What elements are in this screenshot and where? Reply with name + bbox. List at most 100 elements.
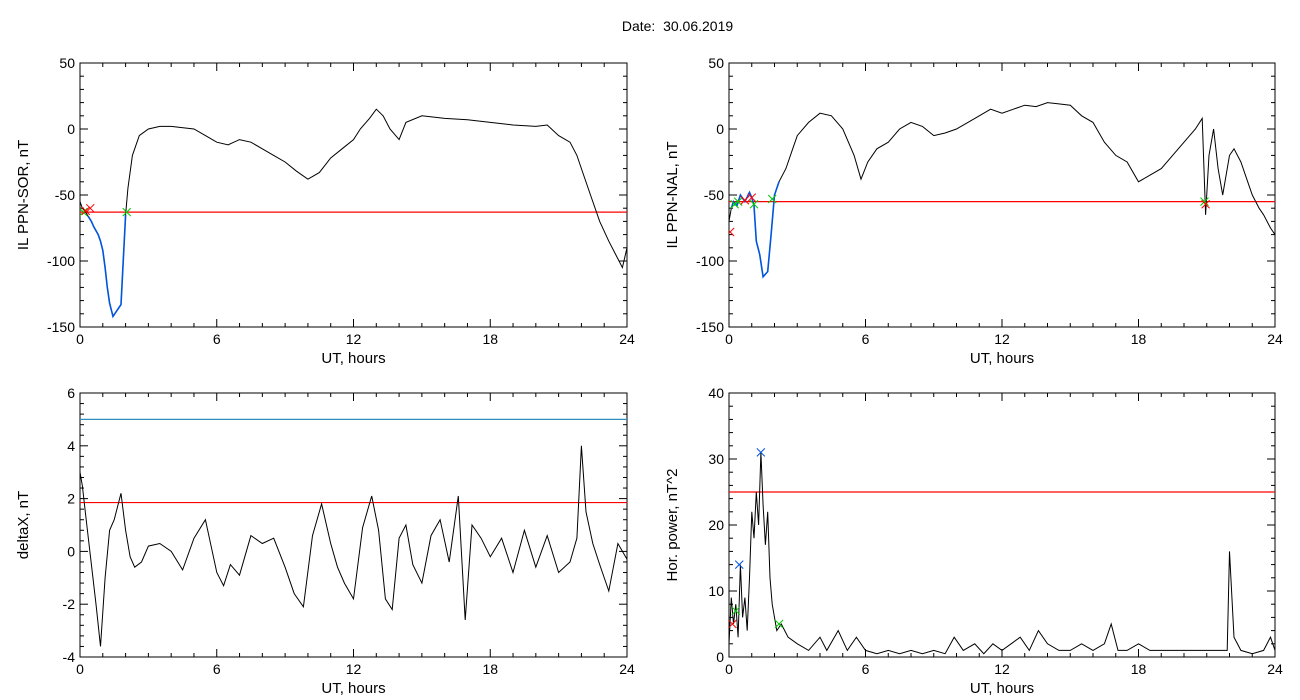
- event-marker: [80, 207, 88, 217]
- x-tick-label: 24: [1267, 661, 1283, 677]
- x-tick-label: 6: [213, 331, 221, 347]
- x-tick-label: 18: [482, 331, 498, 347]
- y-tick-label: -4: [63, 649, 76, 665]
- x-tick-label: 6: [213, 661, 221, 677]
- x-tick-label: 12: [346, 331, 362, 347]
- plot-frame: [79, 62, 628, 328]
- marker-stroke: [122, 207, 132, 217]
- x-tick-label: 18: [1131, 331, 1147, 347]
- x-tick-label: 0: [76, 661, 84, 677]
- data-series-line: [80, 445, 627, 647]
- x-tick-label: 0: [725, 661, 733, 677]
- date-prefix: Date:: [621, 18, 656, 34]
- x-tick-label: 0: [725, 331, 733, 347]
- data-series-line: [729, 452, 1275, 655]
- plot-area: [80, 418, 627, 647]
- marker-stroke: [730, 199, 740, 209]
- x-tick-label: 6: [862, 331, 870, 347]
- data-series-line: [80, 108, 627, 318]
- event-marker: [1201, 199, 1210, 209]
- y-axis-label: Hor. power, nT^2: [664, 469, 681, 582]
- x-tick-label: 24: [619, 331, 635, 347]
- marker-stroke: [729, 619, 737, 629]
- y-tick-label: -50: [55, 187, 75, 203]
- date-value: 30.06.2019: [663, 18, 734, 34]
- x-tick-label: 12: [994, 331, 1010, 347]
- x-tick-label: 6: [862, 661, 870, 677]
- y-tick-label: -150: [47, 319, 75, 335]
- event-marker: [767, 194, 777, 204]
- chart-hor-power: 0 6 12 18 24 0 10 20 30 40 UT, hours Hor. power, nT…: [664, 385, 1283, 697]
- event-marker: [774, 619, 784, 629]
- event-marker: [756, 448, 766, 457]
- y-tick-label: -2: [63, 596, 76, 612]
- plot-area: [80, 108, 627, 319]
- y-tick-label: 0: [67, 121, 75, 137]
- x-tick-label: 24: [619, 661, 635, 677]
- x-tick-label: 24: [1267, 331, 1283, 347]
- y-tick-label: 6: [67, 385, 75, 401]
- marker-stroke: [1201, 199, 1210, 209]
- y-tick-label: -100: [47, 253, 75, 269]
- x-axis-label: UT, hours: [970, 350, 1034, 367]
- marker-stroke: [756, 448, 766, 457]
- y-tick-label: -150: [696, 319, 724, 335]
- y-tick-label: 50: [708, 55, 724, 71]
- y-axis-label: IL PPN-SOR, nT: [15, 140, 32, 250]
- marker-stroke: [767, 194, 777, 204]
- x-tick-label: 18: [1131, 661, 1147, 677]
- y-tick-label: 0: [716, 649, 724, 665]
- marker-stroke: [734, 560, 744, 569]
- x-tick-label: 12: [346, 661, 362, 677]
- event-marker: [122, 207, 132, 217]
- event-marker: [81, 206, 91, 216]
- plot-frame: [79, 392, 628, 658]
- plot-area: [729, 102, 1275, 279]
- y-axis-label: deltaX, nT: [15, 491, 32, 559]
- plot-area: [729, 448, 1275, 655]
- marker-stroke: [749, 199, 759, 209]
- marker-stroke: [740, 195, 750, 205]
- y-axis-label: IL PPN-NAL, nT: [664, 142, 681, 249]
- marker-stroke: [731, 606, 741, 616]
- x-axis-label: UT, hours: [321, 680, 385, 697]
- highlight-segment: [87, 214, 127, 319]
- y-tick-label: 20: [708, 517, 724, 533]
- marker-stroke: [729, 227, 735, 234]
- marker-stroke: [81, 206, 91, 216]
- highlight-segment: [730, 181, 780, 279]
- marker-stroke: [85, 203, 95, 213]
- event-marker: [729, 227, 735, 237]
- y-tick-label: -50: [704, 187, 724, 203]
- x-tick-label: 12: [994, 661, 1010, 677]
- x-tick-label: 0: [76, 331, 84, 347]
- marker-stroke: [774, 619, 784, 629]
- y-tick-label: 0: [67, 543, 75, 559]
- y-tick-label: 4: [67, 438, 75, 454]
- y-tick-label: 30: [708, 451, 724, 467]
- event-marker: [747, 193, 757, 202]
- figure-title: Date: 30.06.2019: [0, 18, 1300, 34]
- chart-il-sor: 0 6 12 18 24 -150 -100 -50 0 50 UT, hours IL PPN-SO…: [15, 55, 635, 367]
- marker-stroke: [733, 197, 743, 206]
- x-axis-label: UT, hours: [321, 350, 385, 367]
- marker-stroke: [1200, 197, 1209, 206]
- chart-il-nal: 0 6 12 18 24 -150 -100 -50 0 50 UT, hours IL PPN-NA…: [664, 55, 1283, 367]
- event-marker: [1200, 197, 1209, 206]
- data-series-line: [729, 102, 1275, 278]
- plot-frame: [728, 62, 1276, 328]
- x-axis-label: UT, hours: [970, 680, 1034, 697]
- event-marker: [730, 199, 740, 209]
- x-tick-label: 18: [482, 661, 498, 677]
- plot-frame: [728, 392, 1276, 658]
- y-tick-label: 40: [708, 385, 724, 401]
- event-marker: [729, 619, 737, 629]
- event-marker: [734, 560, 744, 569]
- event-marker: [85, 203, 95, 213]
- y-tick-label: -100: [696, 253, 724, 269]
- marker-stroke: [747, 193, 757, 202]
- event-marker: [749, 199, 759, 209]
- y-tick-label: 10: [708, 583, 724, 599]
